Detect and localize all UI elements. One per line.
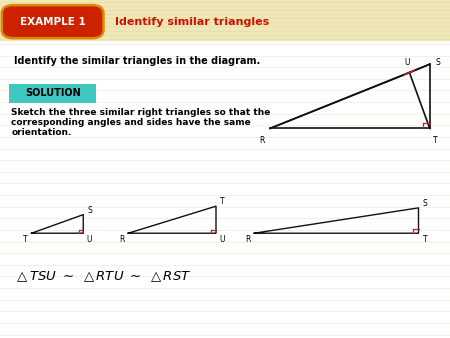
Text: R: R bbox=[120, 236, 125, 244]
Text: S: S bbox=[435, 58, 440, 67]
Text: orientation.: orientation. bbox=[11, 128, 72, 137]
Text: R: R bbox=[246, 236, 251, 244]
Text: Identify similar triangles: Identify similar triangles bbox=[115, 17, 269, 27]
FancyBboxPatch shape bbox=[2, 5, 104, 38]
Text: Identify the similar triangles in the diagram.: Identify the similar triangles in the di… bbox=[14, 56, 260, 66]
Text: EXAMPLE 1: EXAMPLE 1 bbox=[20, 17, 86, 27]
FancyBboxPatch shape bbox=[9, 84, 96, 103]
FancyBboxPatch shape bbox=[0, 0, 450, 41]
Text: SOLUTION: SOLUTION bbox=[25, 88, 81, 98]
Text: T: T bbox=[23, 236, 28, 244]
Text: U: U bbox=[405, 58, 410, 67]
Text: $\triangle$$TSU$$\ \sim\ $$\triangle$$RTU$$\ \sim\ $$\triangle$$RST$: $\triangle$$TSU$$\ \sim\ $$\triangle$$RT… bbox=[14, 270, 191, 285]
Text: T: T bbox=[220, 197, 225, 206]
Text: U: U bbox=[220, 236, 225, 244]
Text: corresponding angles and sides have the same: corresponding angles and sides have the … bbox=[11, 118, 251, 127]
Text: S: S bbox=[423, 199, 427, 208]
Text: Sketch the three similar right triangles so that the: Sketch the three similar right triangles… bbox=[11, 108, 270, 117]
Text: S: S bbox=[87, 206, 92, 215]
Text: T: T bbox=[433, 136, 437, 145]
Text: R: R bbox=[259, 136, 265, 145]
Text: T: T bbox=[423, 236, 427, 244]
FancyBboxPatch shape bbox=[0, 41, 450, 338]
Text: U: U bbox=[87, 236, 92, 244]
